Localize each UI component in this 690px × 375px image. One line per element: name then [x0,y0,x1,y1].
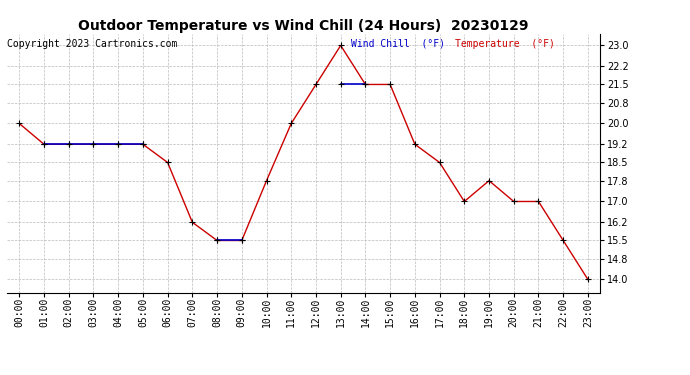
Title: Outdoor Temperature vs Wind Chill (24 Hours)  20230129: Outdoor Temperature vs Wind Chill (24 Ho… [79,19,529,33]
Text: Temperature  (°F): Temperature (°F) [455,39,555,49]
Text: Wind Chill  (°F): Wind Chill (°F) [351,39,445,49]
Text: Copyright 2023 Cartronics.com: Copyright 2023 Cartronics.com [8,39,178,49]
